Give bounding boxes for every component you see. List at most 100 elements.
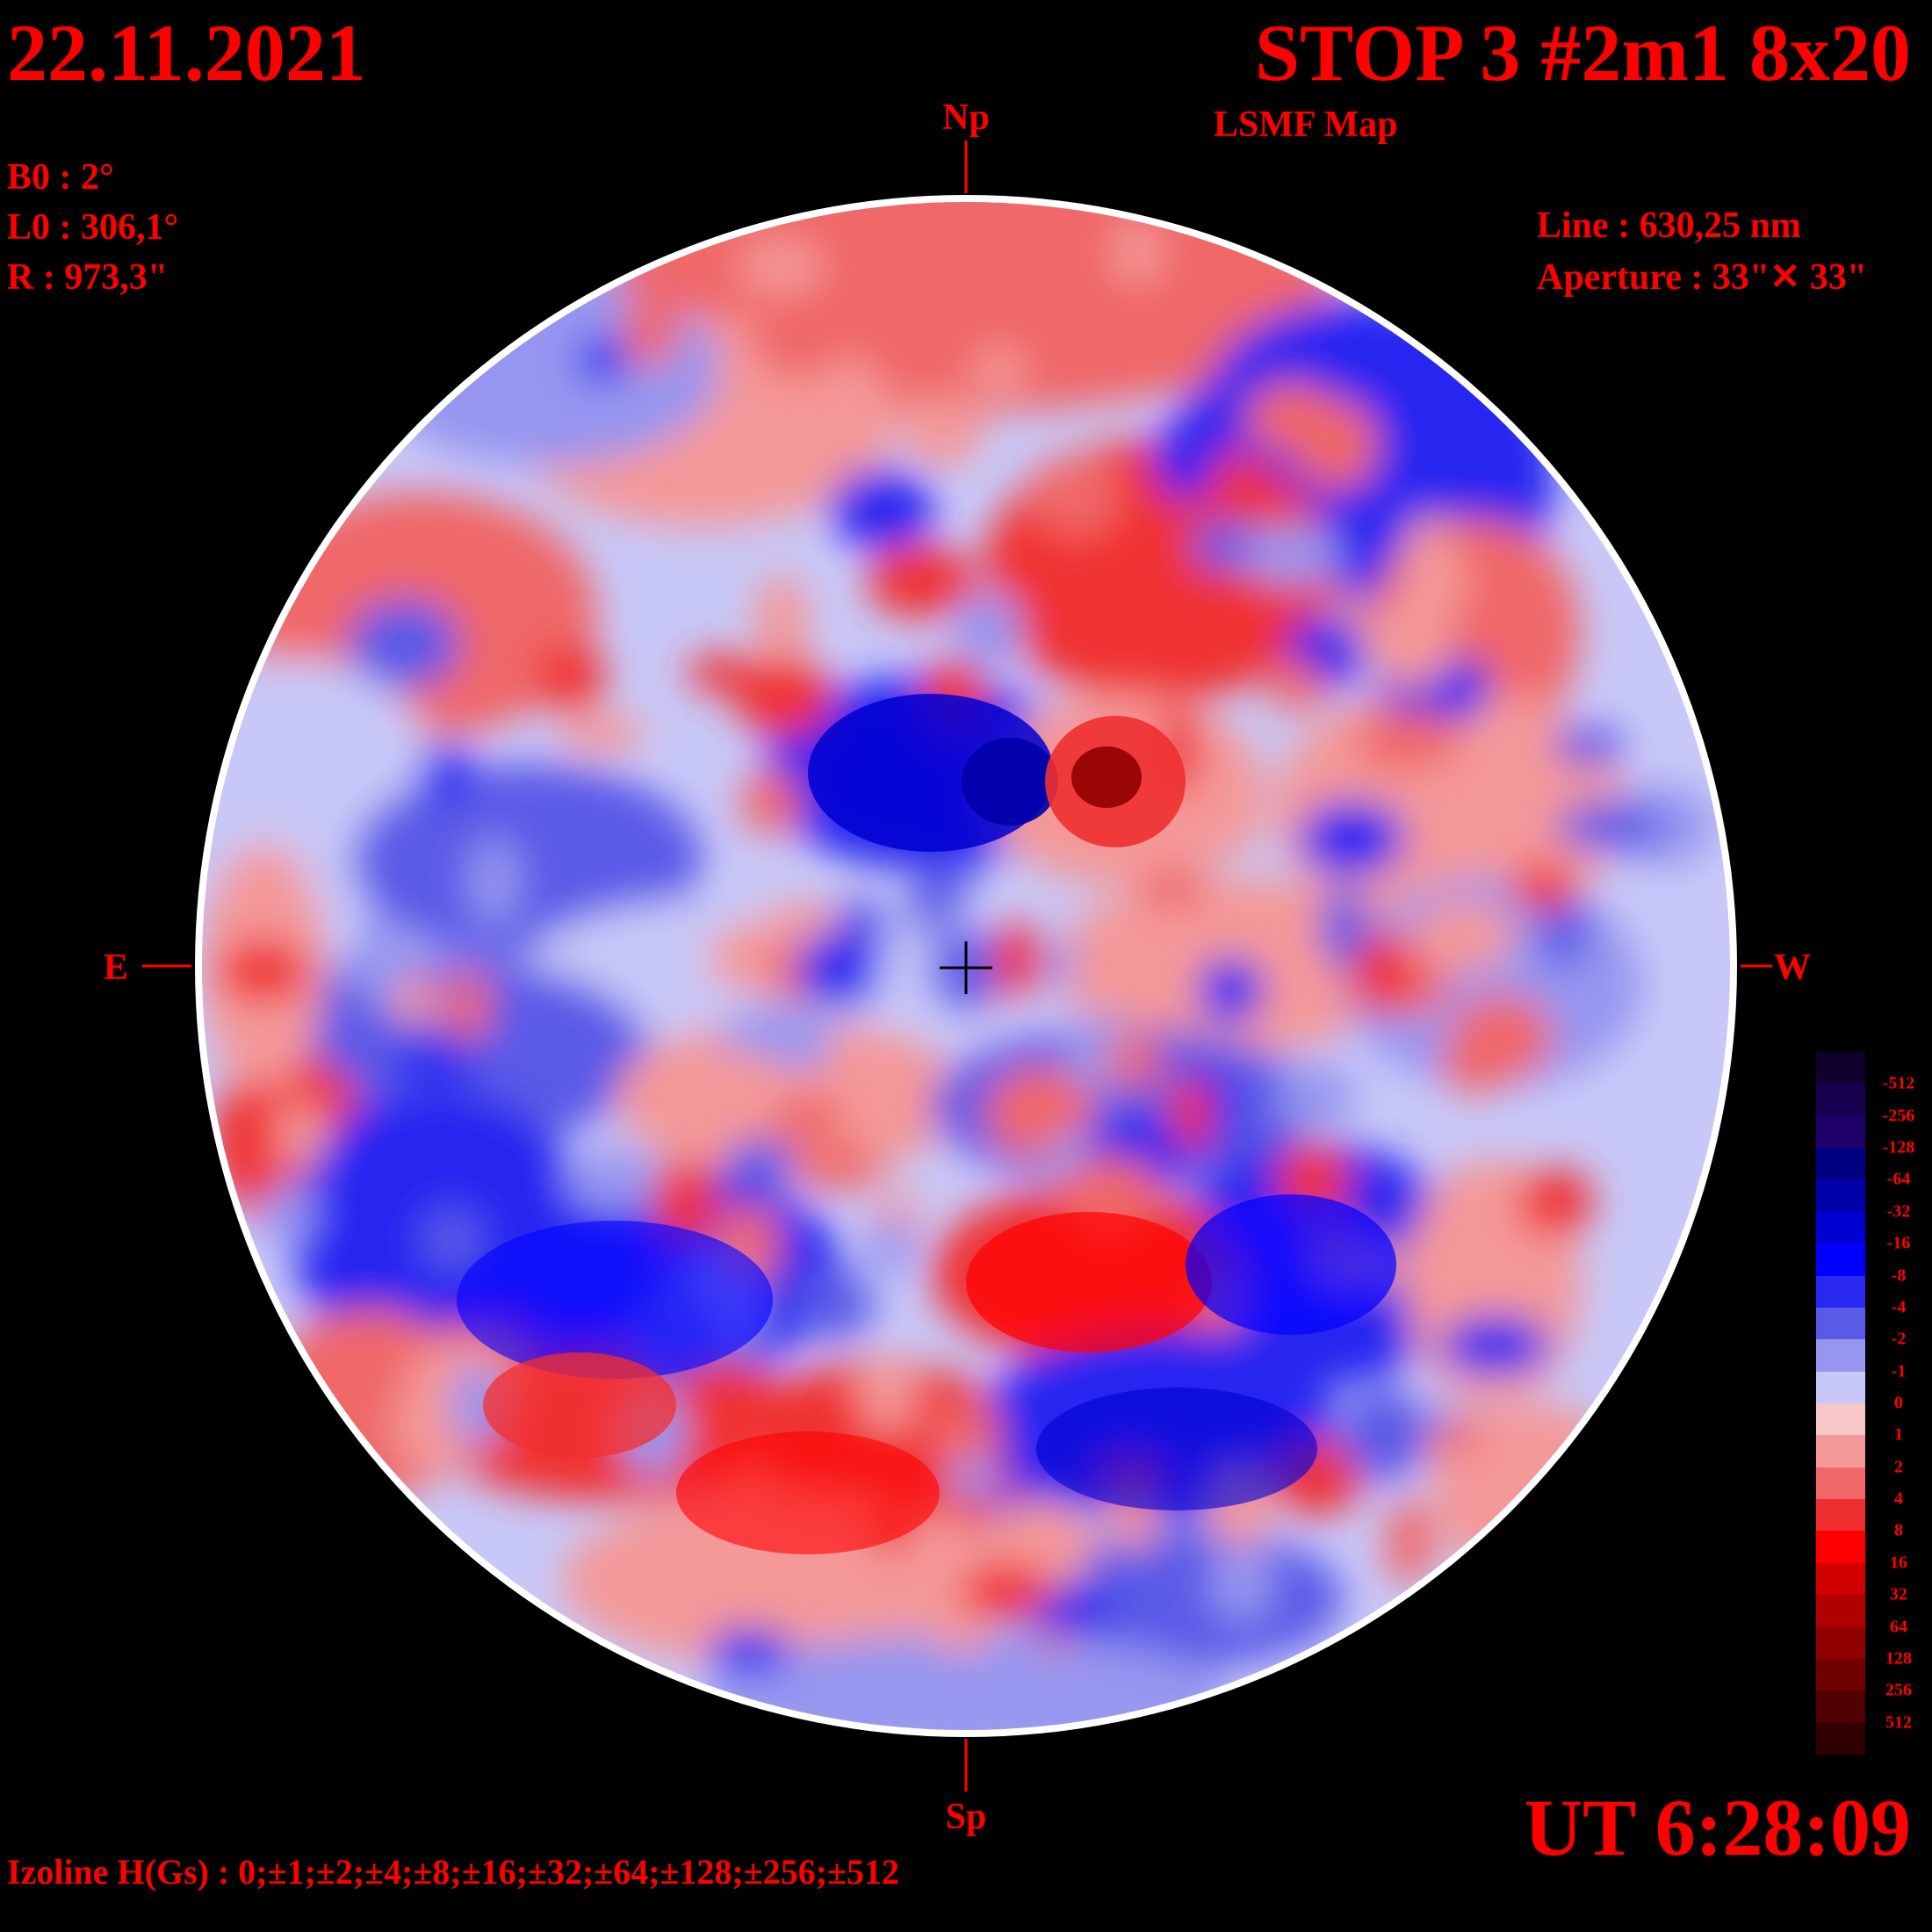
field-patch xyxy=(352,915,407,1007)
colorbar-label: -64 xyxy=(1886,1169,1911,1189)
field-patch xyxy=(327,1110,395,1203)
field-patch xyxy=(791,1144,884,1191)
field-patch xyxy=(622,287,680,370)
field-patch xyxy=(218,939,310,1003)
colorbar-cell xyxy=(1816,1052,1865,1085)
field-patch xyxy=(1027,454,1121,537)
field-patch xyxy=(1517,1167,1594,1237)
field-patch xyxy=(1202,788,1260,855)
colorbar-cell xyxy=(1816,1371,1865,1404)
west-label: W xyxy=(1774,948,1811,988)
field-patch xyxy=(1186,1194,1396,1335)
colorbar-label: 4 xyxy=(1894,1489,1903,1509)
colorbar-cell xyxy=(1816,1339,1865,1373)
field-patch xyxy=(733,658,833,738)
colorbar-label: 256 xyxy=(1885,1680,1912,1700)
colorbar-label: -256 xyxy=(1882,1106,1915,1126)
field-patch xyxy=(739,770,802,835)
aperture: Aperture : 33"✕ 33" xyxy=(1537,257,1868,298)
field-patch xyxy=(906,889,953,936)
crosshair xyxy=(940,941,992,994)
field-patch xyxy=(445,970,491,1043)
colorbar xyxy=(1816,1052,1865,1755)
colorbar-cell xyxy=(1816,1403,1865,1436)
field-patch xyxy=(902,394,984,467)
field-patch xyxy=(1353,709,1459,772)
north-pole-label: Np xyxy=(942,97,990,138)
param-b0: B0 : 2° xyxy=(7,157,114,198)
field-patch xyxy=(992,921,1044,997)
field-patch xyxy=(1555,801,1665,851)
field-patch xyxy=(948,1457,998,1501)
field-patch xyxy=(421,1208,484,1271)
param-l0: L0 : 306,1° xyxy=(7,207,179,248)
colorbar-cell xyxy=(1816,1722,1865,1755)
field-patch xyxy=(576,335,628,384)
field-patch xyxy=(781,1582,871,1623)
colorbar-label: -32 xyxy=(1886,1201,1911,1222)
izoline-legend: Izoline H(Gs) : 0;±1;±2;±4;±8;±16;±32;±6… xyxy=(7,1852,900,1892)
colorbar-label: 8 xyxy=(1894,1520,1903,1540)
field-patch xyxy=(1241,524,1342,586)
colorbar-label: -2 xyxy=(1891,1329,1907,1349)
colorbar-cell xyxy=(1816,1531,1865,1564)
field-patch xyxy=(260,1183,318,1244)
colorbar-label: -1 xyxy=(1891,1361,1907,1381)
field-patch xyxy=(794,1269,876,1340)
field-patch xyxy=(924,1406,1005,1462)
map-title: STOP 3 #2m1 8x20 xyxy=(1254,8,1911,97)
field-patch xyxy=(1419,1190,1523,1284)
colorbar-cell xyxy=(1816,1595,1865,1628)
colorbar-cell xyxy=(1816,1690,1865,1724)
colorbar-label: 512 xyxy=(1885,1712,1912,1733)
field-patch xyxy=(1105,1034,1162,1089)
field-patch xyxy=(738,238,825,295)
field-patch xyxy=(1399,542,1468,624)
field-patch xyxy=(1036,1388,1317,1510)
field-patch xyxy=(753,573,810,669)
colorbar-label: 1 xyxy=(1894,1424,1903,1445)
map-subtitle: LSMF Map xyxy=(1214,105,1398,145)
universal-time: UT 6:28:09 xyxy=(1524,1783,1911,1872)
field-patch xyxy=(725,1137,796,1189)
field-patch xyxy=(1373,605,1453,688)
colorbar-label: -8 xyxy=(1891,1265,1907,1286)
field-patch xyxy=(829,469,935,550)
field-patch xyxy=(389,1042,481,1084)
field-patch xyxy=(1138,869,1208,910)
colorbar-cell xyxy=(1816,1467,1865,1500)
field-patch xyxy=(1071,746,1142,808)
field-patch xyxy=(1152,415,1218,501)
field-patch xyxy=(705,1050,790,1126)
field-patch xyxy=(1319,885,1368,970)
field-patch xyxy=(1299,800,1405,877)
colorbar-label: 128 xyxy=(1885,1648,1912,1669)
field-patch xyxy=(1245,381,1338,454)
field-patch xyxy=(1553,725,1626,767)
colorbar-label: 64 xyxy=(1890,1617,1907,1637)
field-patch xyxy=(676,1431,940,1554)
field-patch xyxy=(954,590,1022,669)
colorbar-label: 32 xyxy=(1890,1584,1907,1604)
field-patch xyxy=(1209,1544,1274,1623)
field-patch xyxy=(418,743,472,804)
field-patch xyxy=(1276,1062,1356,1131)
field-patch xyxy=(797,931,882,1010)
field-patch xyxy=(483,1352,676,1458)
colorbar-label: -128 xyxy=(1882,1137,1915,1157)
field-patch xyxy=(763,901,841,947)
colorbar-cell xyxy=(1816,1435,1865,1468)
colorbar-cell xyxy=(1816,1244,1865,1277)
field-patch xyxy=(1384,1499,1435,1586)
field-patch xyxy=(751,300,847,378)
field-patch xyxy=(961,1561,1050,1622)
colorbar-cell xyxy=(1816,1211,1865,1244)
field-patch xyxy=(348,599,460,689)
field-patch xyxy=(1265,661,1328,712)
colorbar-cell xyxy=(1816,1084,1865,1117)
field-patch xyxy=(857,1352,918,1432)
field-patch xyxy=(563,1150,666,1214)
field-patch xyxy=(1121,316,1222,394)
south-pole-label: Sp xyxy=(945,1797,987,1837)
